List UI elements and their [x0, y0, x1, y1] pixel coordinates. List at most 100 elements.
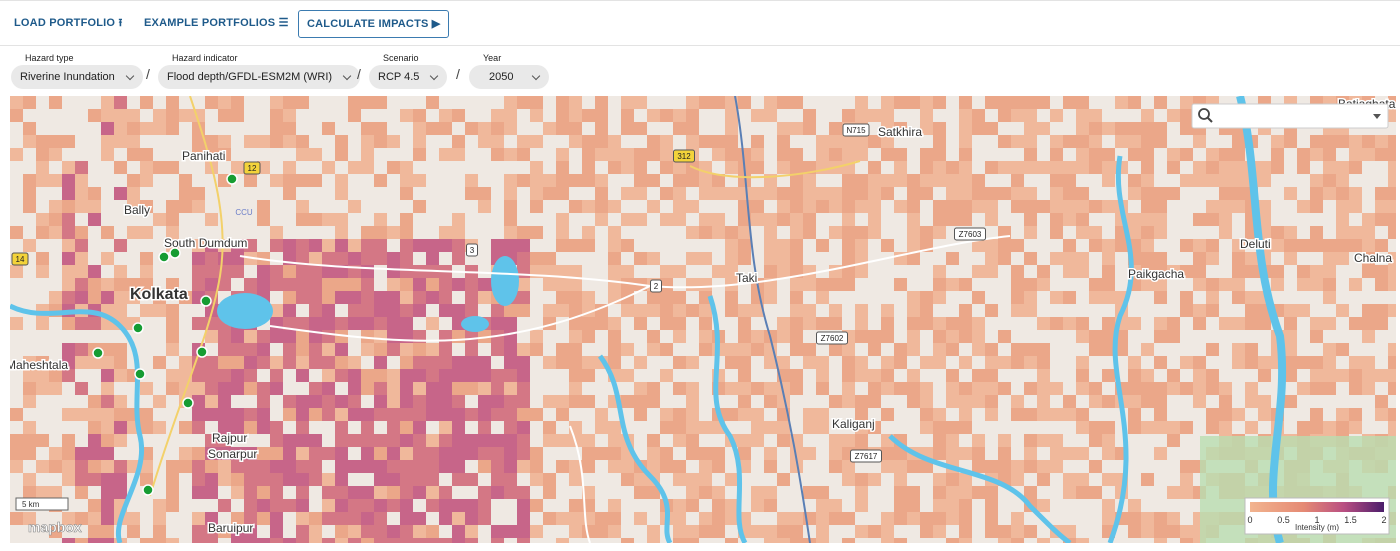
- heat-cell: [556, 213, 569, 226]
- assets[interactable]: [92, 173, 238, 496]
- heat-cell: [1232, 252, 1245, 265]
- heat-cell: [907, 499, 920, 512]
- heat-cell: [452, 369, 465, 382]
- heat-cell: [218, 447, 231, 460]
- heat-cell: [348, 304, 361, 317]
- heat-cell: [1388, 278, 1396, 291]
- asset-marker[interactable]: [226, 173, 238, 185]
- heat-cell: [1258, 213, 1271, 226]
- heat-cell: [1076, 148, 1089, 161]
- heat-cell: [439, 278, 452, 291]
- heat-cell: [75, 291, 88, 304]
- heat-cell: [374, 538, 387, 543]
- heat-cell: [1375, 239, 1388, 252]
- road-label: 14: [16, 255, 25, 264]
- asset-marker[interactable]: [169, 247, 181, 259]
- search-box[interactable]: [1191, 103, 1389, 129]
- heat-cell: [569, 122, 582, 135]
- road-label: 3: [470, 246, 475, 255]
- heat-cell: [218, 408, 231, 421]
- heat-cell: [764, 252, 777, 265]
- hazard-indicator-select[interactable]: Hazard indicator Flood depth/GFDL-ESM2M (…: [158, 53, 361, 89]
- select-value: RCP 4.5: [369, 65, 448, 89]
- heat-cell: [491, 538, 504, 543]
- heat-cell: [452, 226, 465, 239]
- heat-cell: [712, 447, 725, 460]
- heat-cell: [478, 421, 491, 434]
- heat-cell: [777, 356, 790, 369]
- heat-cell: [608, 239, 621, 252]
- heat-cell: [101, 499, 114, 512]
- heat-cell: [777, 213, 790, 226]
- heat-cell: [1362, 213, 1375, 226]
- heat-cell: [803, 161, 816, 174]
- asset-marker[interactable]: [142, 484, 154, 496]
- heat-cell: [595, 187, 608, 200]
- heat-cell: [803, 200, 816, 213]
- heat-cell: [829, 187, 842, 200]
- heat-cell: [790, 382, 803, 395]
- heat-cell: [335, 265, 348, 278]
- road-shield: [842, 123, 870, 137]
- heat-cell: [413, 421, 426, 434]
- heat-cell: [725, 512, 738, 525]
- heat-cell: [621, 343, 634, 356]
- asset-marker[interactable]: [132, 322, 144, 334]
- hazard-type-select[interactable]: Hazard type Riverine Inundation: [11, 53, 143, 89]
- asset-marker[interactable]: [134, 368, 146, 380]
- heat-cell: [439, 239, 452, 252]
- heat-cell: [1076, 135, 1089, 148]
- heat-cell: [881, 369, 894, 382]
- heat-cell: [270, 369, 283, 382]
- heat-cell: [1362, 382, 1375, 395]
- heat-cell: [101, 512, 114, 525]
- heat-cell: [946, 252, 959, 265]
- heat-cell: [1102, 369, 1115, 382]
- heat-cell: [231, 460, 244, 473]
- scenario-select[interactable]: Scenario RCP 4.5: [369, 53, 448, 89]
- heat-cell: [192, 395, 205, 408]
- heat-cell: [491, 408, 504, 421]
- heat-cell: [322, 252, 335, 265]
- heat-cell: [894, 148, 907, 161]
- heat-cell: [361, 278, 374, 291]
- calculate-impacts-button[interactable]: CALCULATE IMPACTS ▶: [298, 10, 450, 38]
- road-label: 312: [677, 152, 691, 161]
- asset-marker[interactable]: [158, 251, 170, 263]
- heat-cell: [465, 408, 478, 421]
- heat-cell: [621, 109, 634, 122]
- heat-cell: [712, 213, 725, 226]
- heat-cell: [582, 200, 595, 213]
- asset-marker[interactable]: [92, 347, 104, 359]
- heat-cell: [959, 187, 972, 200]
- heat-cell: [517, 135, 530, 148]
- heat-cell: [192, 317, 205, 330]
- year-select[interactable]: Year 2050: [469, 53, 550, 89]
- heat-cell: [400, 447, 413, 460]
- heat-cell: [725, 343, 738, 356]
- heat-cell: [504, 447, 517, 460]
- heat-cell: [114, 96, 127, 109]
- heat-cell: [972, 395, 985, 408]
- heat-cell: [465, 122, 478, 135]
- asset-marker[interactable]: [200, 295, 212, 307]
- heat-cell: [1232, 291, 1245, 304]
- heat-cell: [192, 421, 205, 434]
- load-portfolio-button[interactable]: LOAD PORTFOLIO ⭱: [14, 17, 123, 29]
- heat-cell: [478, 187, 491, 200]
- heat-cell: [543, 395, 556, 408]
- asset-marker[interactable]: [196, 346, 208, 358]
- road-shield: [650, 279, 662, 293]
- heat-cell: [517, 447, 530, 460]
- heat-cell: [959, 200, 972, 213]
- button-label: CALCULATE IMPACTS: [307, 18, 429, 30]
- heat-cell: [920, 187, 933, 200]
- heat-cell: [699, 135, 712, 148]
- heat-cell: [1011, 174, 1024, 187]
- heat-cell: [413, 538, 426, 543]
- example-portfolios-button[interactable]: EXAMPLE PORTFOLIOS ☰: [144, 17, 289, 29]
- asset-marker[interactable]: [182, 397, 194, 409]
- heat-cell: [582, 161, 595, 174]
- heat-cell: [959, 304, 972, 317]
